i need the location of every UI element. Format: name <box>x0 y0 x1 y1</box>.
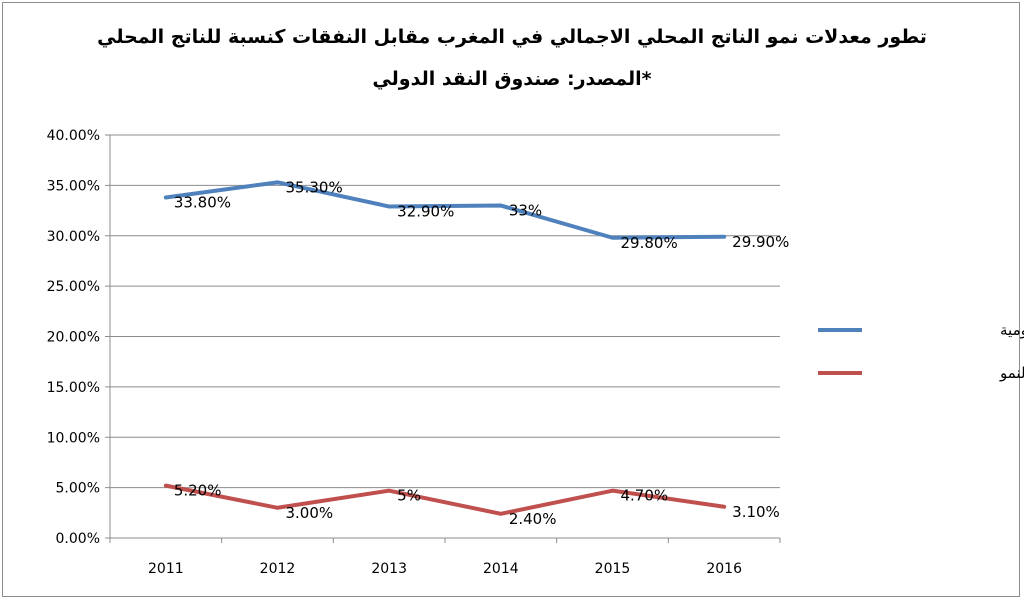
data-labels: 33.80% 35.30% 32.90% 33% 29.80% 29.90% 5.20% 3.… <box>174 178 790 527</box>
y-axis-ticks: 0.00% 5.00% 10.00% 15.00% 20.00% 25.00% 30.00%… <box>47 128 110 547</box>
data-label: 3.10% <box>732 503 780 521</box>
series-line-2 <box>163 483 727 516</box>
x-axis-ticks: 2011 2012 2013 2014 2015 2016 <box>109 538 781 577</box>
y-tick-label: 15.00% <box>47 380 100 396</box>
x-tick-label: 2015 <box>595 561 631 577</box>
data-label: 33.80% <box>174 193 231 211</box>
legend-label: النفقات الحكومية <box>1000 321 1024 339</box>
legend-label: النمو <box>999 364 1024 382</box>
y-tick-label: 25.00% <box>47 279 100 295</box>
y-tick-label: 35.00% <box>47 178 100 194</box>
gridlines <box>110 134 780 489</box>
data-label: 5.20% <box>174 482 222 500</box>
data-label: 29.90% <box>732 233 789 251</box>
y-tick-label: 20.00% <box>47 330 100 346</box>
data-label: 35.30% <box>286 178 343 196</box>
data-label: 29.80% <box>621 234 678 252</box>
chart-title: تطور معدلات نمو الناتج المحلي الاجمالي ف… <box>97 26 927 48</box>
x-tick-label: 2016 <box>706 561 742 577</box>
data-label: 3.00% <box>286 504 334 522</box>
x-tick-label: 2013 <box>371 561 407 577</box>
data-label: 32.90% <box>397 203 454 221</box>
y-tick-label: 0.00% <box>56 531 100 547</box>
y-tick-label: 30.00% <box>47 229 100 245</box>
x-tick-label: 2011 <box>148 561 184 577</box>
data-label: 5% <box>397 487 421 505</box>
series-lines <box>163 180 727 516</box>
y-tick-label: 40.00% <box>47 128 100 144</box>
legend: النفقات الحكومية النمو <box>818 321 1024 382</box>
series-line-1 <box>163 180 727 240</box>
x-tick-label: 2012 <box>260 561 296 577</box>
data-label: 2.40% <box>509 510 557 528</box>
chart-subtitle: *المصدر: صندوق النقد الدولي <box>372 68 652 90</box>
x-tick-label: 2014 <box>483 561 519 577</box>
y-tick-label: 10.00% <box>47 430 100 446</box>
data-label: 4.70% <box>621 487 669 505</box>
data-label: 33% <box>509 202 542 220</box>
y-tick-label: 5.00% <box>56 481 100 497</box>
